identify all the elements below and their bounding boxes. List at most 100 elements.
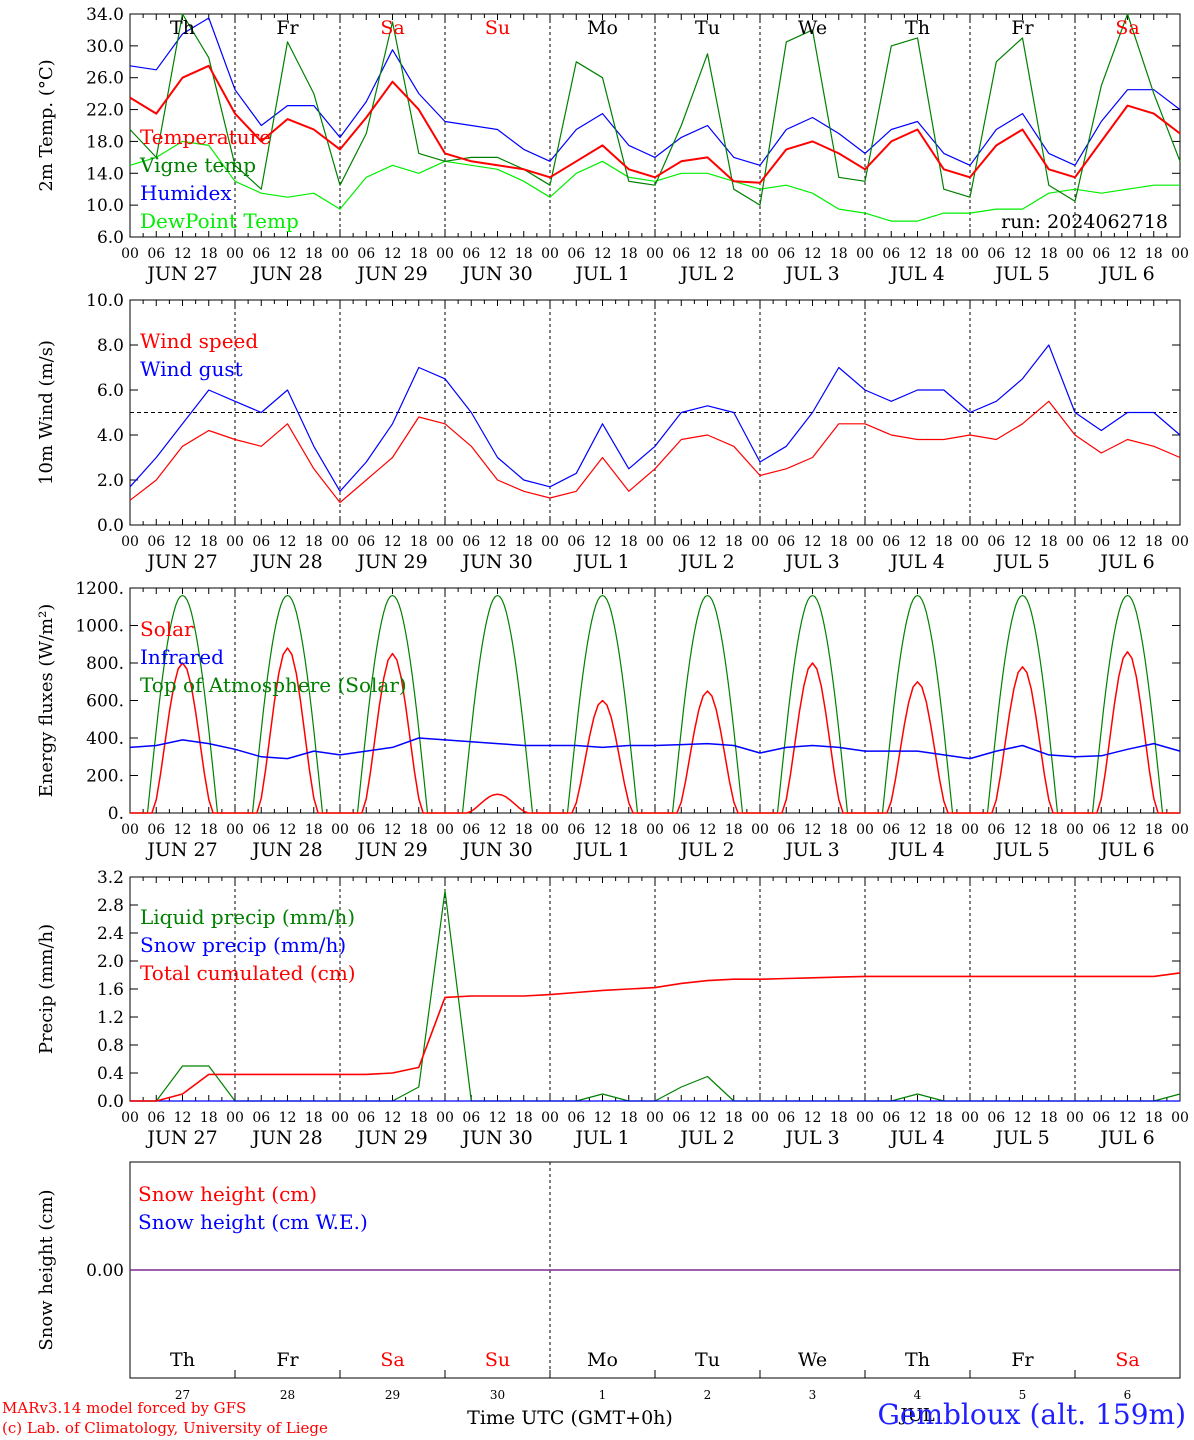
panel-3-hour-tick-label: 00 (541, 822, 559, 838)
panel-3-hour-tick-label: 06 (567, 822, 585, 838)
panel-1-hour-tick-label: 06 (882, 246, 900, 262)
panel-4-y-tick-label: 1.2 (97, 1008, 124, 1028)
panel-4-y-tick-label: 1.6 (97, 980, 124, 1000)
panel-2-date-label: JUN 28 (250, 551, 322, 573)
panel-4-hour-tick-label: 06 (357, 1110, 375, 1126)
panel-1-y-tick-label: 26.0 (86, 69, 124, 89)
panel-3-hour-tick-label: 06 (1092, 822, 1110, 838)
panel-1-date-label: JUN 29 (355, 263, 427, 285)
panel-2-hour-tick-label: 18 (1145, 534, 1163, 550)
panel-4-hour-tick-label: 06 (1092, 1110, 1110, 1126)
panel-3-hour-tick-label: 00 (1066, 822, 1084, 838)
panel-1-date-label: JUL 6 (1098, 263, 1154, 285)
panel-2-hour-tick-label: 18 (515, 534, 533, 550)
weekday-label-top: Fr (276, 17, 299, 39)
panel-3-hour-tick-label: 12 (174, 822, 192, 838)
panel-1-hour-tick-label: 06 (462, 246, 480, 262)
location-label: Gembloux (alt. 159m) (877, 1398, 1187, 1431)
panel-3-hour-tick-label: 06 (987, 822, 1005, 838)
panel-2-hour-tick-label: 00 (436, 534, 454, 550)
panel-1-hour-tick-label: 00 (436, 246, 454, 262)
panel-3-hour-tick-label: 12 (384, 822, 402, 838)
panel-2-hour-tick-label: 12 (909, 534, 927, 550)
day-number-label: 6 (1124, 1388, 1132, 1402)
panel-2-date-label: JUL 1 (573, 551, 629, 573)
panel-2-hour-tick-label: 18 (620, 534, 638, 550)
model-credit: MARv3.14 model forced by GFS (2, 1399, 247, 1417)
panel-1-hour-tick-label: 00 (646, 246, 664, 262)
panel-4-hour-tick-label: 00 (1171, 1110, 1189, 1126)
panel-2-date-label: JUL 3 (783, 551, 839, 573)
day-number-label: 3 (809, 1388, 817, 1402)
panel-1-y-tick-label: 10.0 (86, 196, 124, 216)
panel-4-hour-tick-label: 12 (279, 1110, 297, 1126)
panel-4-hour-tick-label: 00 (121, 1110, 139, 1126)
panel-4-hour-tick-label: 18 (725, 1110, 743, 1126)
panel-2-hour-tick-label: 06 (1092, 534, 1110, 550)
panel-2-hour-tick-label: 18 (410, 534, 428, 550)
panel-4-hour-tick-label: 00 (751, 1110, 769, 1126)
panel-2-hour-tick-label: 06 (882, 534, 900, 550)
panel-3-y-tick-label: 200. (86, 767, 124, 787)
panel-1-date-label: JUL 2 (678, 263, 734, 285)
panel-2-hour-tick-label: 12 (1119, 534, 1137, 550)
panel-1-legend-2: Humidex (140, 181, 232, 205)
panel-4-hour-tick-label: 06 (672, 1110, 690, 1126)
panel-2-hour-tick-label: 06 (777, 534, 795, 550)
temp-series-dewpoint-temp (129, 140, 1180, 222)
weekday-label-top: Sa (380, 17, 404, 39)
wind-series-wind-speed (129, 400, 1181, 504)
panel-5-legend-0: Snow height (cm) (138, 1182, 317, 1206)
panel-3-hour-tick-label: 06 (672, 822, 690, 838)
panel-4-hour-tick-label: 06 (777, 1110, 795, 1126)
panel-2-hour-tick-label: 00 (541, 534, 559, 550)
panel-2-hour-tick-label: 00 (751, 534, 769, 550)
panel-4-hour-tick-label: 06 (987, 1110, 1005, 1126)
panel-1-y-tick-label: 18.0 (86, 132, 124, 152)
panel-2-date-label: JUL 5 (993, 551, 1049, 573)
panel-2-hour-tick-label: 12 (699, 534, 717, 550)
panel-2-hour-tick-label: 00 (646, 534, 664, 550)
panel-3-y-tick-label: 0. (108, 804, 124, 824)
panel-2-hour-tick-label: 18 (1040, 534, 1058, 550)
panel-2-legend-1: Wind gust (140, 357, 243, 381)
panel-2-hour-tick-label: 12 (384, 534, 402, 550)
panel-1-legend-0: Temperature (140, 125, 271, 149)
panel-1-hour-tick-label: 00 (751, 246, 769, 262)
panel-4-hour-tick-label: 12 (1119, 1110, 1137, 1126)
weekday-label-bottom: We (798, 1349, 827, 1371)
temp-series-vigne-temp (129, 13, 1181, 206)
weekday-label-top: Mo (587, 17, 618, 39)
panel-2-hour-tick-label: 12 (489, 534, 507, 550)
panel-4-hour-tick-label: 00 (856, 1110, 874, 1126)
panel-3-hour-tick-label: 18 (410, 822, 428, 838)
panel-1-hour-tick-label: 12 (1014, 246, 1032, 262)
panel-1-hour-tick-label: 12 (279, 246, 297, 262)
panel-3-legend-0: Solar (140, 617, 194, 641)
panel-4-legend-1: Snow precip (mm/h) (140, 933, 346, 957)
panel-3-y-tick-label: 600. (86, 692, 124, 712)
panel-3-hour-tick-label: 06 (147, 822, 165, 838)
panel-3-hour-tick-label: 12 (1119, 822, 1137, 838)
panel-4-y-tick-label: 2.4 (97, 924, 124, 944)
panel-2-hour-tick-label: 18 (725, 534, 743, 550)
panel-3-hour-tick-label: 00 (646, 822, 664, 838)
weekday-label-top: Th (905, 17, 930, 39)
panel-3-date-label: JUL 4 (888, 839, 944, 861)
weekday-label-bottom: Th (170, 1349, 195, 1371)
panel-3-date-label: JUL 6 (1098, 839, 1154, 861)
panel-3-hour-tick-label: 18 (200, 822, 218, 838)
panel-1-hour-tick-label: 18 (410, 246, 428, 262)
panel-3-hour-tick-label: 00 (331, 822, 349, 838)
panel-4-hour-tick-label: 12 (174, 1110, 192, 1126)
panel-1-y-tick-label: 34.0 (86, 5, 124, 25)
panel-1-date-label: JUN 28 (250, 263, 322, 285)
panel-2-hour-tick-label: 00 (121, 534, 139, 550)
panel-4-hour-tick-label: 18 (410, 1110, 428, 1126)
panel-2-y-tick-label: 4.0 (97, 426, 124, 446)
panel-4-hour-tick-label: 18 (935, 1110, 953, 1126)
panel-1-date-label: JUN 30 (460, 263, 532, 285)
panel-1-date-label: JUN 27 (145, 263, 217, 285)
panel-1-hour-tick-label: 06 (147, 246, 165, 262)
